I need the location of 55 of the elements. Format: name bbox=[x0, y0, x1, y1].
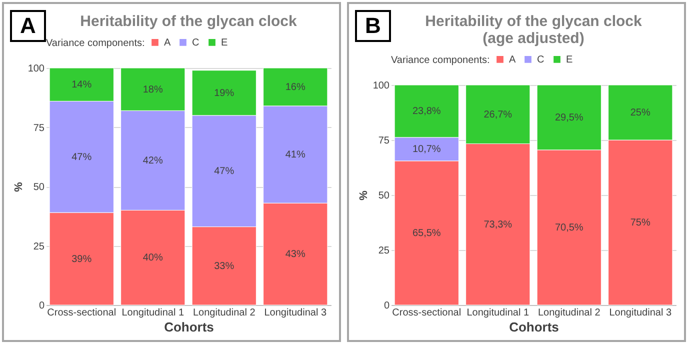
data-label: 43% bbox=[285, 249, 306, 260]
legend-title: Variance components: bbox=[391, 55, 490, 66]
y-tick-label: 0 bbox=[38, 300, 45, 312]
data-label: 29,5% bbox=[554, 112, 584, 124]
data-label: 16% bbox=[285, 82, 306, 93]
x-tick-label: Longitudinal 3 bbox=[609, 308, 672, 318]
chart-title: Heritability of the glycan clock (age adjusted) bbox=[425, 13, 643, 47]
data-label: 73,3% bbox=[484, 219, 512, 230]
data-label: 23,8% bbox=[412, 106, 441, 118]
x-tick-label: Longitudinal 2 bbox=[538, 308, 601, 318]
y-tick-label: 50 bbox=[378, 190, 390, 202]
legend-label: E bbox=[566, 54, 573, 66]
data-label: 47% bbox=[214, 166, 234, 178]
x-axis-title: Cohorts bbox=[164, 320, 214, 334]
text: B bbox=[355, 10, 391, 42]
x-tick-label: Cross-sectional bbox=[47, 308, 116, 318]
data-label: 18% bbox=[142, 84, 163, 96]
y-tick-label: 25 bbox=[378, 246, 390, 256]
data-label: 10,7% bbox=[412, 144, 441, 156]
x-tick-label: Cross-sectional bbox=[392, 308, 462, 318]
data-label: 33% bbox=[214, 260, 234, 272]
y-tick-label: 25 bbox=[33, 241, 45, 252]
x-axis-title: Cohorts bbox=[509, 320, 559, 334]
data-label: 25% bbox=[630, 108, 650, 118]
y-tick-label: 75 bbox=[33, 122, 45, 134]
data-label: 47% bbox=[72, 152, 92, 163]
legend-label: E bbox=[221, 37, 228, 48]
x-tick-label: Longitudinal 2 bbox=[192, 308, 256, 318]
x-tick-label: Longitudinal 1 bbox=[466, 308, 530, 318]
y-tick-label: 100 bbox=[372, 80, 390, 92]
data-label: 39% bbox=[72, 254, 92, 265]
data-label: 40% bbox=[142, 252, 163, 264]
data-label: 65,5% bbox=[412, 228, 441, 239]
text: A bbox=[10, 10, 46, 42]
data-label: 19% bbox=[214, 88, 234, 99]
data-label: 75% bbox=[630, 218, 650, 228]
data-label: 14% bbox=[72, 80, 92, 91]
y-axis-title: % bbox=[12, 182, 25, 192]
data-label: 42% bbox=[142, 155, 163, 166]
legend-label: C bbox=[537, 54, 544, 66]
legend-label: A bbox=[509, 54, 516, 66]
legend-label: C bbox=[192, 37, 200, 48]
chart-title: Heritability of the glycan clock bbox=[80, 13, 298, 30]
data-label: 26,7% bbox=[484, 109, 512, 120]
data-label: 70,5% bbox=[554, 222, 584, 234]
y-tick-label: 50 bbox=[33, 182, 45, 193]
legend-title: Variance components: bbox=[46, 38, 145, 49]
data-label: 41% bbox=[285, 150, 306, 161]
y-tick-label: 0 bbox=[384, 300, 390, 312]
y-tick-label: 100 bbox=[28, 64, 45, 74]
x-tick-label: Longitudinal 3 bbox=[264, 308, 327, 318]
y-tick-label: 75 bbox=[378, 136, 390, 146]
y-axis-title: % bbox=[358, 190, 370, 200]
legend-label: A bbox=[164, 37, 171, 48]
x-tick-label: Longitudinal 1 bbox=[122, 308, 184, 318]
